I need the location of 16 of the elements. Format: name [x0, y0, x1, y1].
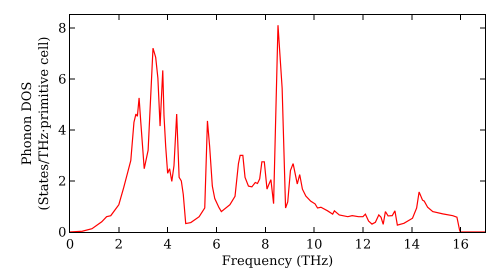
- y-axis-title: Phonon DOS (States/THz·primitive cell): [20, 36, 52, 211]
- y-tick-label: 0: [58, 226, 66, 241]
- x-axis-title: Frequency (THz): [222, 254, 334, 270]
- x-tick-label: 12: [354, 238, 372, 253]
- x-tick-label: 8: [261, 238, 270, 253]
- x-tick-label: 16: [452, 238, 469, 253]
- y-tick-label: 2: [58, 174, 66, 190]
- x-tick-label: 10: [306, 238, 322, 253]
- y-tick-label: 8: [58, 21, 66, 36]
- x-tick-label: 6: [212, 238, 221, 253]
- x-tick-label: 4: [164, 238, 172, 253]
- x-tick-label: 14: [403, 238, 420, 253]
- line-series: [70, 24, 485, 232]
- y-tick-label: 4: [58, 123, 66, 138]
- x-tick-label: 2: [114, 238, 123, 253]
- y-tick-label: 6: [58, 72, 66, 88]
